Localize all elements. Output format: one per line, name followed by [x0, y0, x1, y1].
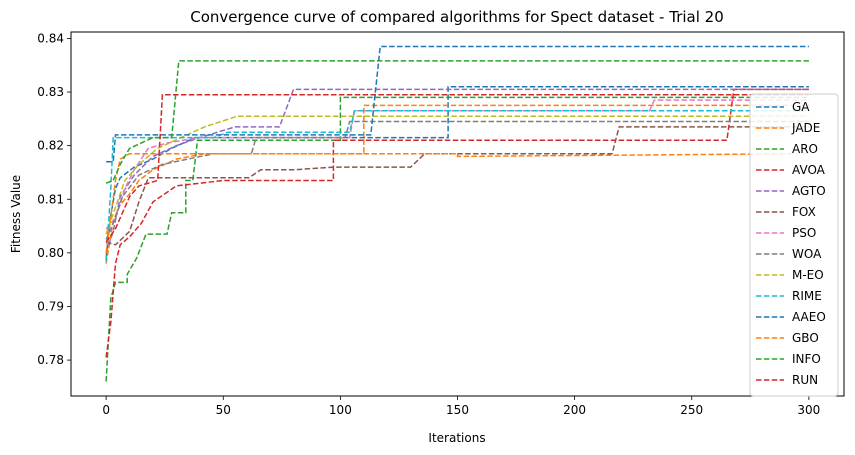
series-line-agto	[105, 88, 809, 254]
series-line-woa	[105, 120, 809, 240]
x-tick-label: 0	[102, 403, 110, 417]
y-tick-label: 0.80	[37, 246, 64, 260]
x-tick-label: 300	[797, 403, 820, 417]
series-line-info	[105, 60, 809, 184]
legend-label-jade: JADE	[791, 121, 820, 135]
x-tick-label: 100	[329, 403, 352, 417]
legend-label-aaeo: AAEO	[792, 310, 826, 324]
legend-label-info: INFO	[792, 352, 821, 366]
legend-label-gbo: GBO	[792, 331, 819, 345]
x-axis: 0 50 100 150 200 250 300	[102, 396, 820, 417]
y-axis: 0.78 0.79 0.80 0.81 0.82 0.83 0.84	[37, 31, 71, 367]
series-line-gbo	[105, 152, 809, 253]
chart-title: Convergence curve of compared algorithms…	[190, 8, 724, 26]
y-tick-label: 0.79	[37, 299, 64, 313]
series-line-pso	[105, 99, 809, 230]
legend-label-ga: GA	[792, 100, 810, 114]
series-line-ga	[105, 85, 809, 259]
series-line-fox	[105, 126, 809, 246]
y-tick-label: 0.81	[37, 192, 64, 206]
x-axis-label: Iterations	[428, 431, 485, 445]
series-line-avoa	[105, 88, 809, 358]
y-tick-label: 0.78	[37, 353, 64, 367]
legend: GA JADE ARO AVOA AGTO FOX PSO WOA M-EO RIME AAEO GB…	[749, 93, 839, 397]
y-tick-label: 0.82	[37, 139, 64, 153]
series-line-aaeo	[106, 45, 809, 163]
x-tick-label: 150	[446, 403, 469, 417]
legend-label-rime: RIME	[792, 289, 822, 303]
x-tick-label: 200	[563, 403, 586, 417]
y-tick-label: 0.84	[37, 31, 64, 45]
legend-label-pso: PSO	[792, 226, 816, 240]
legend-label-avoa: AVOA	[792, 163, 826, 177]
plot-area	[105, 45, 809, 382]
series-line-run	[105, 93, 809, 243]
legend-label-agto: AGTO	[792, 184, 826, 198]
legend-label-fox: FOX	[792, 205, 816, 219]
x-tick-label: 250	[680, 403, 703, 417]
y-axis-label: Fitness Value	[9, 175, 23, 253]
y-tick-label: 0.83	[37, 85, 64, 99]
legend-box	[749, 93, 839, 397]
legend-label-woa: WOA	[792, 247, 822, 261]
series-line-jade	[105, 104, 809, 264]
legend-label-aro: ARO	[792, 142, 818, 156]
x-tick-label: 50	[216, 403, 231, 417]
legend-label-m-eo: M-EO	[792, 268, 824, 282]
series-line-rime	[105, 110, 809, 261]
series-line-m-eo	[105, 115, 809, 235]
series-line-aro	[105, 96, 809, 382]
legend-label-run: RUN	[792, 373, 818, 387]
